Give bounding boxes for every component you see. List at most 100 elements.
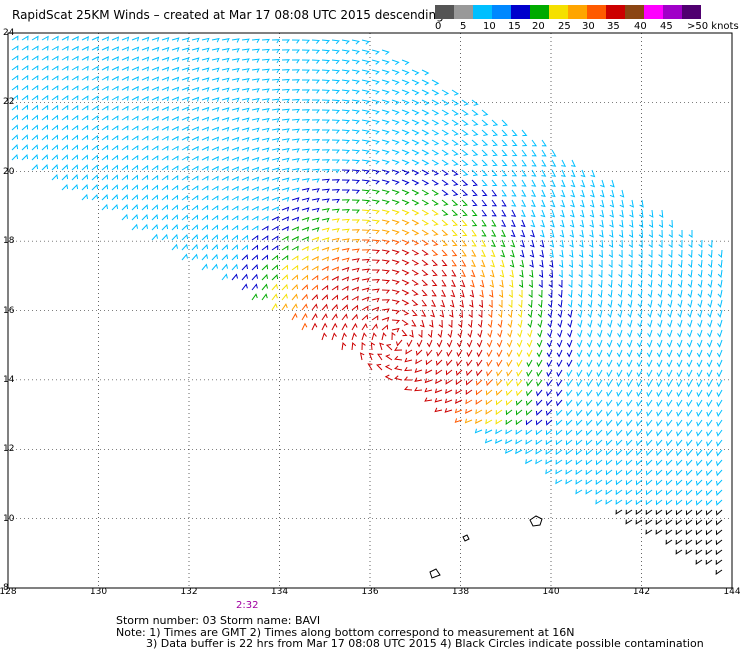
wind-barb bbox=[161, 86, 170, 92]
wind-barb bbox=[667, 309, 673, 318]
wind-barb bbox=[81, 95, 89, 101]
wind-barb bbox=[688, 239, 693, 248]
wind-barb bbox=[301, 303, 308, 311]
wind-barb bbox=[371, 169, 380, 175]
wind-barb bbox=[341, 139, 351, 144]
wind-barb bbox=[161, 165, 169, 171]
wind-barb bbox=[635, 479, 643, 486]
wind-barb bbox=[471, 99, 479, 106]
wind-barb bbox=[211, 97, 220, 102]
wind-barb bbox=[628, 239, 633, 248]
wind-barb bbox=[261, 235, 269, 241]
wind-barb bbox=[41, 55, 49, 61]
wind-barb bbox=[665, 519, 673, 526]
wind-barb bbox=[706, 349, 713, 358]
wind-barb bbox=[618, 239, 623, 248]
wind-barb bbox=[485, 419, 493, 425]
wind-barb bbox=[530, 239, 535, 248]
wind-barb bbox=[459, 299, 464, 308]
wind-barb bbox=[241, 186, 249, 191]
wind-barb bbox=[480, 259, 486, 268]
wind-barb bbox=[151, 96, 159, 101]
wind-barb bbox=[401, 129, 410, 136]
wind-barb bbox=[311, 303, 318, 311]
wind-barb bbox=[717, 269, 723, 278]
wind-barb bbox=[461, 229, 468, 237]
wind-barb bbox=[441, 249, 448, 257]
wind-barb bbox=[161, 46, 170, 52]
wind-barb bbox=[518, 289, 523, 298]
wind-barb bbox=[706, 389, 713, 398]
wind-barb bbox=[685, 489, 693, 496]
wind-barb bbox=[281, 177, 290, 182]
wind-barb bbox=[81, 85, 89, 91]
wind-barb bbox=[656, 429, 663, 437]
wind-barb bbox=[51, 154, 59, 161]
wind-barb bbox=[655, 509, 663, 516]
wind-barb bbox=[271, 128, 280, 133]
wind-barb bbox=[351, 332, 357, 341]
wind-barb bbox=[351, 159, 361, 165]
wind-barb bbox=[506, 339, 513, 348]
wind-barb bbox=[475, 399, 483, 405]
wind-barb bbox=[404, 376, 413, 381]
wind-barb bbox=[361, 159, 370, 165]
wind-barb bbox=[261, 48, 270, 54]
wind-barb bbox=[627, 309, 633, 318]
wind-barb bbox=[525, 429, 533, 436]
wind-barb bbox=[251, 58, 260, 63]
wind-barb bbox=[321, 168, 330, 174]
wind-barb bbox=[461, 269, 466, 277]
wind-barb bbox=[21, 144, 29, 151]
wind-barb bbox=[291, 226, 300, 232]
wind-barb bbox=[539, 249, 545, 258]
wind-barb bbox=[686, 429, 693, 437]
wind-barb bbox=[500, 249, 506, 258]
wind-barb bbox=[361, 305, 369, 311]
wind-barb bbox=[251, 186, 260, 192]
wind-barb bbox=[241, 215, 249, 221]
wind-barb bbox=[579, 229, 584, 238]
wind-barb bbox=[171, 175, 179, 181]
wind-barb bbox=[696, 459, 703, 467]
wind-barb bbox=[121, 204, 129, 211]
lat-tick-label: 14 bbox=[3, 374, 15, 385]
wind-barb bbox=[211, 77, 220, 83]
wind-barb bbox=[466, 339, 473, 348]
wind-barb bbox=[655, 499, 663, 506]
wind-barb bbox=[451, 209, 459, 216]
wind-barb bbox=[619, 219, 624, 228]
wind-barb bbox=[421, 199, 430, 206]
wind-barb bbox=[61, 154, 69, 161]
wind-barb bbox=[271, 293, 278, 301]
wind-barb bbox=[31, 144, 39, 151]
wind-barb bbox=[231, 185, 239, 191]
wind-barb bbox=[191, 234, 199, 241]
wind-barb bbox=[686, 369, 693, 378]
wind-barb bbox=[540, 219, 546, 228]
wind-barb bbox=[261, 137, 270, 143]
wind-barb bbox=[618, 249, 623, 258]
wind-barb bbox=[281, 78, 290, 84]
wind-barb bbox=[451, 89, 460, 96]
wind-barb bbox=[520, 219, 526, 228]
wind-barb bbox=[635, 519, 643, 525]
wind-barb bbox=[515, 429, 523, 435]
wind-barb bbox=[585, 459, 593, 466]
wind-barb bbox=[221, 244, 229, 251]
wind-barb bbox=[645, 459, 653, 466]
wind-barb bbox=[191, 86, 200, 92]
wind-barb bbox=[637, 329, 643, 338]
wind-barb bbox=[31, 84, 39, 91]
wind-barb bbox=[546, 339, 553, 348]
wind-barb bbox=[281, 254, 289, 261]
wind-barb bbox=[271, 216, 279, 221]
wind-barb bbox=[61, 85, 69, 91]
wind-barb bbox=[141, 155, 149, 161]
wind-barb bbox=[151, 184, 159, 191]
wind-barb bbox=[11, 65, 19, 71]
wind-barb bbox=[71, 174, 79, 181]
wind-barb bbox=[81, 174, 89, 181]
wind-barb bbox=[595, 429, 603, 437]
wind-barb bbox=[556, 359, 563, 368]
